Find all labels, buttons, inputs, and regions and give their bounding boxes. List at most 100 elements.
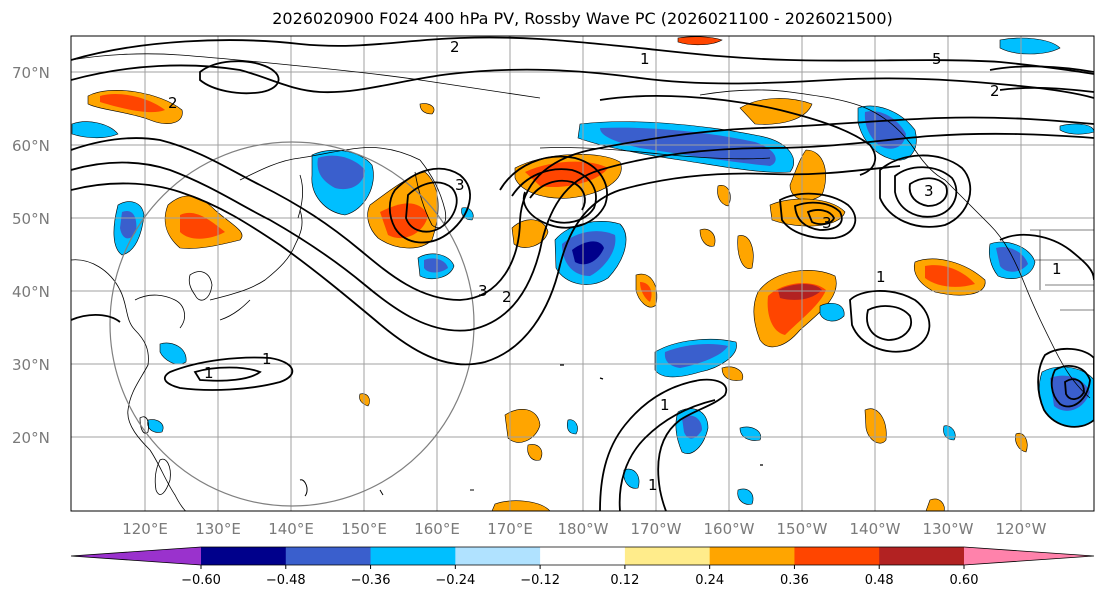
positive-patch bbox=[753, 270, 837, 348]
lat-label-70: 70°N bbox=[12, 64, 50, 82]
pv-contour bbox=[599, 95, 877, 176]
lon-label: 120°W bbox=[996, 520, 1047, 538]
contour-label: 5 bbox=[932, 50, 942, 68]
lat-label-20: 20°N bbox=[12, 429, 50, 447]
positive-patch bbox=[864, 408, 945, 511]
asia-coastline bbox=[71, 259, 187, 511]
pv-contour bbox=[618, 399, 716, 511]
lon-label: 150°W bbox=[777, 520, 828, 538]
colorbar-segment bbox=[540, 547, 626, 565]
plot-border bbox=[70, 35, 1095, 512]
korea-coastline bbox=[188, 271, 213, 301]
pv-contour bbox=[71, 132, 1094, 332]
pv-contour bbox=[388, 167, 471, 244]
pv-contour bbox=[794, 201, 843, 231]
negative-patch bbox=[311, 149, 374, 216]
pv-contour bbox=[163, 356, 294, 391]
lat-lon-grid bbox=[71, 36, 1094, 511]
pv-contour bbox=[599, 378, 728, 511]
colorbar-segment bbox=[285, 547, 372, 565]
lon-label: 160°W bbox=[704, 520, 755, 538]
colorbar: −0.60 −0.48 −0.36 −0.24 −0.12 0.12 0.24 0.36 0.4… bbox=[70, 546, 1095, 588]
pv-contour bbox=[499, 155, 608, 229]
negative-patch bbox=[554, 221, 627, 285]
contour-label: 1 bbox=[262, 350, 272, 368]
reference-circle bbox=[109, 141, 475, 507]
positive-patch bbox=[359, 36, 1028, 511]
japan-coastline bbox=[209, 209, 303, 321]
lat-label-30: 30°N bbox=[12, 356, 50, 374]
contour-label: 1 bbox=[876, 268, 886, 286]
us-state-lines bbox=[1030, 229, 1094, 311]
pv-contour bbox=[866, 305, 912, 341]
colorbar-tick-label: −0.36 bbox=[351, 573, 391, 588]
lat-label-50: 50°N bbox=[12, 210, 50, 228]
contour-label: 2 bbox=[168, 94, 178, 112]
pv-contour bbox=[405, 181, 458, 233]
pacific-islands bbox=[299, 479, 474, 497]
lat-label-60: 60°N bbox=[12, 137, 50, 155]
lon-label: 130°E bbox=[195, 520, 241, 538]
positive-patch bbox=[87, 90, 183, 124]
positive-patch bbox=[504, 408, 543, 461]
positive-patch bbox=[164, 195, 243, 249]
contour-label: 3 bbox=[822, 214, 832, 232]
colorbar-tick-label: −0.12 bbox=[520, 573, 560, 588]
colorbar-segment bbox=[201, 547, 287, 565]
pv-contour bbox=[1037, 348, 1094, 428]
pv-contour bbox=[71, 36, 1094, 75]
lon-label: 170°E bbox=[487, 520, 533, 538]
pv-contour bbox=[879, 154, 972, 228]
colorbar-tick-label: −0.48 bbox=[266, 573, 306, 588]
contour-label: 1 bbox=[648, 476, 658, 494]
colorbar-extend-low bbox=[71, 547, 201, 565]
colorbar-extend-high bbox=[964, 547, 1094, 565]
colorbar-segment bbox=[794, 547, 880, 565]
contour-label: 1 bbox=[640, 50, 650, 68]
pv-contour bbox=[529, 179, 586, 211]
negative-patch bbox=[654, 338, 737, 378]
contour-label: 2 bbox=[450, 38, 460, 56]
pv-contour bbox=[1064, 378, 1085, 400]
contour-label: 3 bbox=[924, 182, 934, 200]
aleutian-islands bbox=[539, 147, 771, 160]
lat-label-40: 40°N bbox=[12, 283, 50, 301]
hawaii-islands bbox=[560, 364, 763, 466]
contour-label: 3 bbox=[478, 282, 488, 300]
contour-label: 1 bbox=[660, 396, 670, 414]
colorbar-segment bbox=[709, 547, 795, 565]
longitude-labels: 120°E 130°E 140°E 150°E 160°E 170°E 180°… bbox=[122, 520, 1046, 538]
colorbar-tick-label: 0.36 bbox=[780, 573, 809, 588]
pv-contour bbox=[71, 314, 121, 323]
pv-contour bbox=[511, 168, 597, 224]
colorbar-segment bbox=[624, 547, 711, 565]
pv-contour bbox=[894, 166, 958, 218]
pv-contour bbox=[989, 65, 1094, 73]
colorbar-segment bbox=[370, 547, 456, 565]
colorbar-tick-label: −0.24 bbox=[435, 573, 475, 588]
pv-contour bbox=[71, 165, 901, 366]
asia-coastline bbox=[134, 294, 185, 329]
pv-contour bbox=[193, 366, 262, 382]
pv-contour bbox=[779, 192, 857, 240]
taiwan-coastline bbox=[139, 416, 149, 434]
pv-contour bbox=[1050, 365, 1091, 408]
okhotsk-coastline bbox=[239, 147, 421, 181]
contour-label: 3 bbox=[455, 176, 465, 194]
pv-contour bbox=[199, 60, 280, 95]
contour-labels: 2 2 1 5 2 3 3 2 1 1 3 3 1 1 1 1 bbox=[168, 38, 1062, 494]
negative-patch bbox=[577, 121, 795, 173]
lon-label: 120°E bbox=[122, 520, 168, 538]
pv-contour bbox=[71, 116, 1094, 301]
lon-label: 160°E bbox=[414, 520, 460, 538]
alaska-coastline bbox=[699, 89, 946, 181]
lon-label: 140°W bbox=[850, 520, 901, 538]
pv-contour bbox=[999, 86, 1094, 93]
pv-contour bbox=[849, 290, 931, 353]
contour-label: 1 bbox=[204, 364, 214, 382]
lon-label: 180°W bbox=[558, 520, 609, 538]
colorbar-segment bbox=[455, 547, 541, 565]
lon-label: 140°E bbox=[268, 520, 314, 538]
colorbar-tick-label: 0.60 bbox=[950, 573, 979, 588]
